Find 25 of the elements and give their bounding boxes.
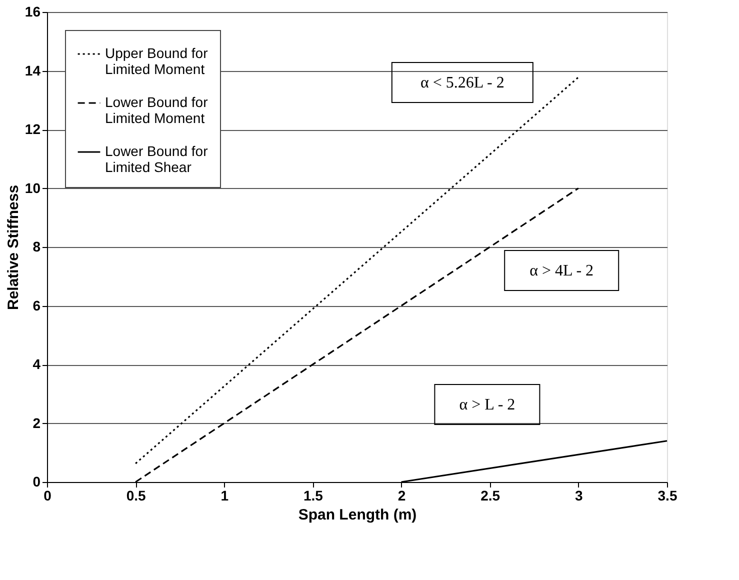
y-tick-label: 16: [24, 4, 41, 20]
x-tick-label: 1: [220, 488, 229, 504]
x-tick-label: 3.5: [658, 488, 678, 504]
y-tick-label: 12: [24, 121, 41, 137]
y-tick-label: 6: [32, 297, 41, 314]
y-tick-label: 4: [32, 356, 41, 372]
y-tick-label: 0: [32, 474, 41, 490]
annotation: α > 4L - 2: [530, 262, 594, 280]
legend-label: Lower Bound for Limited Moment: [105, 94, 208, 126]
y-tick-label: 14: [24, 62, 41, 78]
annotation: α < 5.26L - 2: [420, 74, 504, 92]
legend-label: Upper Bound for Limited Moment: [105, 45, 208, 77]
legend-label: Lower Bound for Limited Shear: [105, 143, 208, 175]
x-tick-label: 0.5: [126, 488, 146, 504]
annotation: α > L - 2: [459, 396, 516, 414]
y-tick-label: 2: [32, 414, 41, 431]
y-axis-title: Relative Stiffness: [4, 184, 22, 310]
x-tick-label: 2: [398, 488, 406, 504]
y-tick-label: 10: [24, 180, 41, 196]
x-tick-label: 1.5: [303, 488, 324, 504]
x-tick-label: 2.5: [480, 488, 500, 504]
y-tick-label: 8: [32, 238, 41, 254]
x-axis-title: Span Length (m): [298, 506, 417, 524]
x-tick-label: 0: [44, 488, 52, 504]
x-tick-label: 3: [575, 488, 584, 504]
